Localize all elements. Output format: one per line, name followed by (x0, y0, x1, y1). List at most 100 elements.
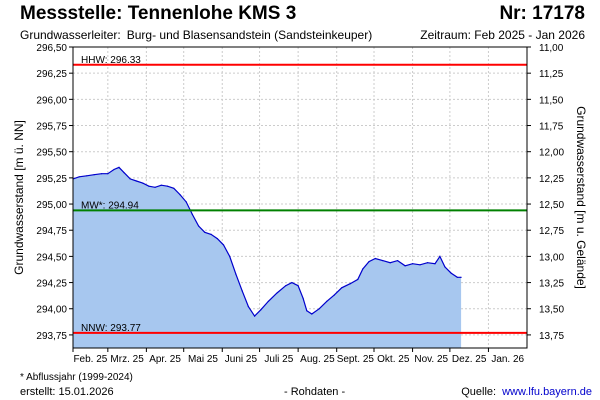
data-point (439, 255, 441, 257)
aquifer-value: Burg- und Blasensandstein (Sandsteinkeup… (126, 28, 373, 42)
data-point (419, 264, 421, 266)
y-axis-right: 11,00 11,25 11,50 11,75 12,00 12,25 12,50 12,75… (527, 43, 564, 342)
data-point (426, 262, 429, 264)
x-tick-label: Juli 25 (264, 354, 293, 365)
y2-tick-label: 11,00 (539, 43, 564, 54)
data-point (129, 178, 131, 180)
y-tick-label: 295,00 (36, 200, 67, 211)
data-point (260, 309, 262, 311)
y-tick-label: 294,75 (36, 226, 67, 237)
y-tick-label: 295,25 (36, 174, 67, 185)
x-tick-label: Aug. 25 (300, 354, 335, 365)
data-point (333, 294, 335, 296)
y2-tick-label: 12,25 (539, 174, 564, 185)
x-tick-label: Mrz. 25 (110, 354, 144, 365)
x-axis: Feb. 25 Mrz. 25 Apr. 25 Mai 25 Juni 25 Juli 2… (72, 348, 525, 365)
data-point (285, 285, 287, 287)
y-tick-label: 294,25 (36, 279, 67, 290)
y-tick-label: 293,75 (36, 331, 67, 342)
data-point (412, 263, 414, 265)
data-point (297, 285, 299, 287)
data-point (389, 262, 391, 264)
data-point (191, 213, 193, 216)
source-link[interactable]: www.lfu.bayern.de (502, 386, 592, 398)
data-point (267, 300, 269, 302)
data-point (173, 187, 175, 189)
aquifer-info: Grundwasserleiter: Burg- und Blasensandst… (20, 28, 372, 42)
data-point (216, 238, 218, 240)
aquifer-label: Grundwasserleiter: (20, 28, 121, 42)
y2-tick-label: 13,50 (539, 305, 564, 316)
data-point (368, 261, 370, 263)
x-tick-label: Dez. 25 (452, 354, 487, 365)
data-point (254, 315, 256, 317)
data-point (450, 272, 452, 274)
x-tick-label: Nov. 25 (414, 354, 448, 365)
y2-tick-label: 11,75 (539, 122, 564, 133)
data-point (107, 173, 109, 175)
data-point (86, 175, 88, 177)
data-point (78, 176, 80, 178)
x-tick-label: Apr. 25 (149, 354, 181, 365)
data-point (341, 287, 343, 289)
y2-tick-label: 12,00 (539, 148, 564, 159)
station-number: Nr: 17178 (499, 3, 585, 24)
data-point (434, 263, 436, 265)
data-point (93, 174, 95, 176)
data-point (101, 173, 103, 175)
data-point (276, 292, 278, 294)
plot-frame (72, 46, 528, 349)
reference-line-label: NNW: 293.77 (81, 323, 141, 334)
source-info: Quelle: www.lfu.bayern.de (461, 386, 592, 398)
data-point (302, 297, 304, 299)
y-tick-label: 294,50 (36, 252, 67, 263)
data-point (404, 265, 406, 267)
y-tick-label: 296,00 (36, 95, 67, 106)
data-point (118, 166, 120, 168)
reference-line-label: HHW: 296.33 (81, 55, 141, 66)
y2-tick-label: 13,00 (539, 252, 564, 263)
y2-tick-label: 12,50 (539, 200, 564, 211)
data-point (160, 184, 162, 186)
data-point (318, 308, 320, 310)
data-point (179, 194, 181, 196)
x-tick-label: Mai 25 (188, 354, 218, 365)
x-tick-label: Juni 25 (225, 354, 258, 365)
data-point (241, 290, 243, 292)
source-label: Quelle: (461, 386, 497, 398)
y2-tick-label: 11,25 (539, 69, 564, 80)
x-tick-label: Feb. 25 (73, 354, 107, 365)
data-point (306, 310, 308, 312)
water-level-area (73, 167, 462, 348)
x-tick-label: Jan. 26 (491, 354, 524, 365)
data-point (210, 233, 212, 235)
x-tick-label: Okt. 25 (377, 354, 410, 365)
data-point (113, 168, 115, 171)
data-point (185, 201, 187, 203)
period-info: Zeitraum: Feb 2025 - Jan 2026 (420, 28, 585, 42)
data-point (357, 278, 359, 280)
data-point (247, 306, 249, 308)
y-tick-label: 296,50 (36, 43, 67, 54)
data-point (154, 186, 156, 188)
data-point (374, 257, 376, 260)
y-tick-label: 295,50 (36, 148, 67, 159)
data-point (291, 282, 293, 284)
data-point (204, 231, 206, 233)
data-point (123, 172, 125, 174)
y2-tick-label: 13,25 (539, 279, 564, 290)
data-point (148, 185, 150, 187)
data-point (349, 283, 351, 285)
data-point (235, 273, 237, 275)
y-axis-left: 296,50 296,25 296,00 295,75 295,50 295,25 295,… (36, 43, 73, 342)
y-axis-left-label: Grundwasserstand [m ü. NN] (12, 120, 26, 275)
data-point (326, 300, 328, 302)
y2-tick-label: 12,75 (539, 226, 564, 237)
reference-line-label: MW*: 294.94 (81, 200, 139, 211)
data-point (229, 255, 231, 257)
y2-tick-label: 11,50 (539, 95, 564, 106)
refline-layer: HHW: 296.33 MW*: 294.94 NNW: 293.77 (73, 55, 527, 334)
y-axis-right-label: Grundwasserstand [m u. Gelände] (574, 106, 588, 289)
y-tick-label: 295,75 (36, 122, 67, 133)
